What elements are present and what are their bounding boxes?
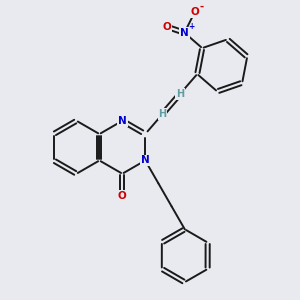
Text: N: N (118, 116, 127, 126)
Text: H: H (176, 89, 184, 99)
Text: +: + (188, 22, 194, 31)
Text: -: - (199, 2, 203, 12)
Text: O: O (118, 191, 127, 201)
Text: N: N (180, 28, 189, 38)
Text: O: O (190, 7, 199, 17)
Text: O: O (162, 22, 171, 32)
Text: N: N (141, 155, 150, 166)
Text: H: H (158, 109, 166, 119)
